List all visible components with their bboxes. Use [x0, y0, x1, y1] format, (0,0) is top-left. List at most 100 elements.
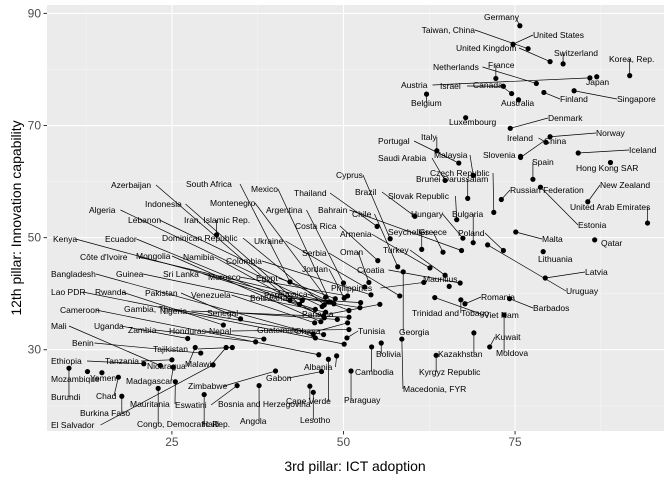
point-label: Israel [440, 81, 461, 91]
data-point [507, 125, 513, 131]
point-label: Chad [96, 391, 117, 401]
point-label: Bosnia and Herzegovina [218, 399, 311, 409]
point-label: Burundi [51, 392, 80, 402]
leader-line [281, 294, 361, 309]
point-label: Kyrgyz Republic [419, 367, 481, 377]
point-label: Japan [586, 77, 609, 87]
leader-line [431, 157, 446, 181]
leader-line [95, 273, 314, 335]
data-point [170, 364, 176, 370]
point-label: Macedonia, FYR [403, 384, 466, 394]
point-label: Oman [340, 247, 363, 257]
data-point [287, 297, 293, 303]
point-label: Benin [72, 338, 94, 348]
leader-line [82, 291, 345, 345]
point-label: Qatar [601, 238, 622, 248]
point-label: Hungary [411, 209, 444, 219]
leader-line [328, 303, 380, 315]
point-label: Bahrain [318, 205, 348, 215]
data-point [321, 302, 327, 308]
leader-line [487, 244, 567, 292]
point-label: Uruguay [566, 286, 599, 296]
leader-line [328, 268, 345, 299]
point-label: Trinidad and Tobago [412, 308, 489, 318]
leader-line [185, 203, 300, 305]
point-label: Singapore [617, 94, 656, 104]
leader-line [492, 172, 495, 213]
data-point [457, 280, 463, 286]
leader-line [380, 282, 424, 289]
data-point [237, 316, 244, 322]
leader-line [297, 329, 316, 339]
major-grid [47, 5, 664, 431]
point-label: Ghana [295, 326, 321, 336]
leader-line [214, 256, 325, 319]
data-point [320, 331, 327, 338]
leader-line [142, 273, 326, 313]
leader-line [203, 273, 316, 310]
leader-line [520, 140, 545, 158]
data-point [501, 312, 507, 318]
leader-line [75, 238, 303, 301]
point-label: Seychelles [388, 227, 429, 237]
point-label: Ukraine [254, 236, 284, 246]
point-label: Cyprus [336, 170, 363, 180]
point-label: Panama [302, 309, 334, 319]
point-label: Korea, Rep. [609, 54, 654, 64]
leader-line [120, 209, 323, 307]
point-label: China [544, 136, 566, 146]
leader-line [509, 298, 534, 309]
point-label: Finland [560, 94, 588, 104]
leader-line [180, 292, 241, 320]
leader-line [401, 339, 404, 390]
point-label: Cambodia [355, 367, 394, 377]
data-point [454, 217, 460, 223]
data-point [506, 296, 513, 302]
leader-line [484, 232, 504, 251]
leader-line [204, 330, 264, 340]
point-label: Nigeria [160, 306, 187, 316]
leader-line [187, 347, 196, 367]
point-label: France [488, 60, 515, 70]
data-point [341, 341, 347, 347]
data-point [358, 300, 364, 306]
point-label: Zimbabwe [188, 381, 227, 391]
leader-line [328, 252, 400, 297]
data-point [530, 176, 536, 182]
data-point [369, 344, 375, 350]
data-point [334, 353, 340, 359]
leader-line [442, 213, 464, 239]
data-point [525, 46, 531, 52]
data-point [345, 320, 351, 326]
point-label: Brunei Darussalam [416, 174, 488, 184]
data-point [432, 294, 438, 301]
point-label: Rwanda [95, 287, 126, 297]
data-point [471, 330, 477, 336]
leader-line [94, 342, 201, 354]
data-point [419, 246, 425, 252]
data-point [397, 293, 403, 299]
data-point [460, 235, 466, 241]
point-label: Moldova [496, 348, 528, 358]
data-point [256, 382, 262, 389]
point-label: Eswatini [175, 400, 207, 410]
leader-line [210, 385, 238, 406]
point-label: Albania [304, 362, 333, 372]
leader-line [223, 370, 276, 387]
data-point [332, 296, 338, 302]
leader-line [121, 291, 224, 326]
leader-line [474, 29, 529, 50]
data-point [220, 322, 226, 328]
data-point [272, 368, 279, 374]
x-tick-label: 25 [165, 435, 179, 449]
leader-line [587, 184, 601, 202]
point-label: Senegal [207, 308, 238, 318]
data-point [547, 134, 553, 140]
data-point [462, 301, 468, 307]
y-tick-label: 30 [28, 343, 42, 357]
point-label: Côte d'Ivoire [80, 252, 128, 262]
point-label: Angola [240, 416, 267, 426]
point-label: Serbia [302, 248, 327, 258]
point-label: Germany [484, 12, 520, 22]
point-label: Congo, Democratic Rep. [137, 419, 230, 429]
